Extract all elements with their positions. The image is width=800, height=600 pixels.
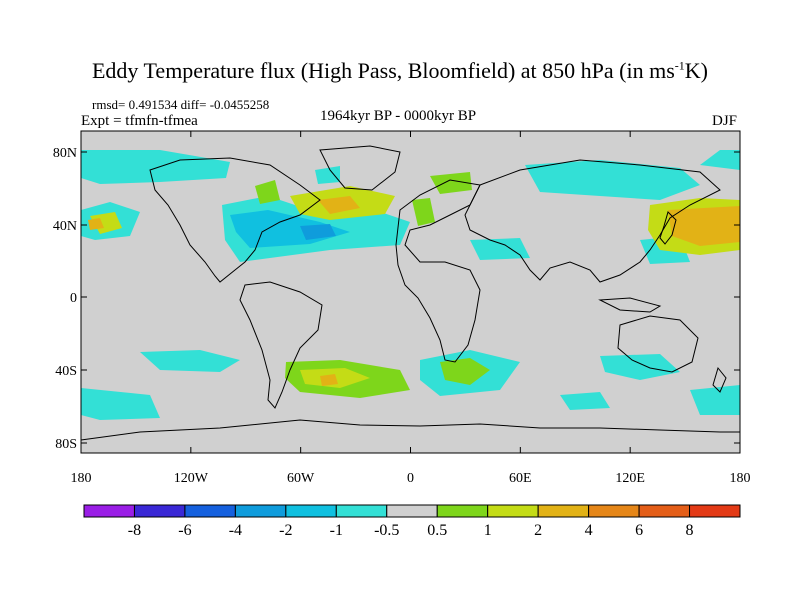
x-tick-label: 60E [509, 471, 532, 486]
coastlines [80, 145, 740, 441]
colorbar-swatch [689, 504, 741, 518]
x-tick-label: 180 [730, 471, 751, 486]
colorbar-label: -0.5 [374, 522, 399, 539]
x-tick-label: 120W [174, 471, 209, 486]
colorbar-label: -6 [178, 522, 191, 539]
colorbar-label: -4 [229, 522, 242, 539]
colorbar-label: 6 [635, 522, 643, 539]
stats-text: rmsd= 0.491534 diff= -0.0455258 [92, 97, 270, 112]
colorbar-swatch [588, 504, 640, 518]
colorbar-swatch [335, 504, 388, 518]
season-label: DJF [712, 113, 738, 129]
colorbar-swatch [133, 504, 186, 518]
period-label: 1964kyr BP - 0000kyr BP [320, 108, 477, 124]
y-tick-label: 0 [70, 291, 77, 306]
colorbar-swatch [386, 504, 438, 518]
y-axis: 80N 40N 0 40S 80S [53, 146, 740, 452]
colorbar-swatch [184, 504, 236, 518]
colorbar-swatch [638, 504, 691, 518]
colorbar-swatch [537, 504, 590, 518]
x-tick-label: 180 [71, 471, 92, 486]
colorbar-swatch [83, 504, 135, 518]
colorbar-label: -1 [330, 522, 343, 539]
experiment-label: Expt = tfmfn-tfmea [81, 113, 198, 129]
y-tick-label: 40S [55, 364, 77, 379]
colorbar-swatch [487, 504, 539, 518]
colorbar-swatch [234, 504, 287, 518]
colorbar-label: 1 [484, 522, 492, 539]
colorbar-label: -2 [279, 522, 292, 539]
plot-title: Eddy Temperature flux (High Pass, Bloomf… [91, 58, 708, 83]
x-tick-label: 120E [615, 471, 645, 486]
colorbar-swatch [436, 504, 489, 518]
x-axis: 180 120W 60W 0 60E 120E 180 [71, 131, 751, 486]
colorbar-label: 0.5 [427, 522, 447, 539]
x-tick-label: 0 [407, 471, 414, 486]
colorbar-label: 4 [585, 522, 593, 539]
colorbar-label: 8 [686, 522, 694, 539]
colorbar-swatch [285, 504, 337, 518]
x-tick-label: 60W [287, 471, 315, 486]
y-tick-label: 80N [53, 146, 77, 161]
y-tick-label: 80S [55, 437, 77, 452]
colorbar-label: 2 [534, 522, 542, 539]
colorbar-label: -8 [128, 522, 141, 539]
colorbar: -8 -6 -4 -2 -1 -0.5 0.5 1 2 4 6 8 [83, 504, 741, 539]
y-tick-label: 40N [53, 219, 77, 234]
anomaly-patches [81, 150, 740, 420]
